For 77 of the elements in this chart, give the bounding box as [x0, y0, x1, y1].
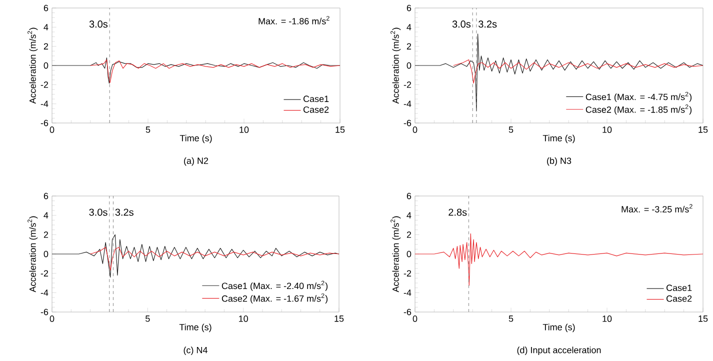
y-tick-label: -2 [40, 270, 48, 276]
x-axis-title: Time (s) [179, 324, 212, 332]
text: (b) N3 [547, 157, 572, 166]
x-tick-label: 5 [146, 126, 150, 133]
y-tick-label: 0 [44, 62, 48, 69]
x-tick-label: 15 [698, 316, 708, 322]
legend-label: Case1 [304, 96, 329, 102]
legend-label: Case2 [304, 106, 329, 113]
y-tick-label: -4 [40, 100, 48, 107]
y-tick-label: -2 [404, 82, 412, 88]
x-tick-label: 5 [508, 316, 514, 322]
y-tick-label: 6 [406, 4, 412, 12]
legend-label: Case2 (Max. = -1.85 m/s$^{2}$) [586, 104, 692, 115]
y-tick-label: 4 [44, 212, 48, 218]
annotation: Max. = -3.25 m/s$^{2}$ [622, 204, 692, 212]
line-series [453, 59, 704, 84]
ref-line-label: 3.0s [89, 208, 108, 216]
ref-line-label: 3.2s [115, 208, 134, 216]
y-tick-label: -4 [404, 290, 412, 296]
ref-line-label: 2.8s [448, 208, 467, 216]
y-tick-label: -6 [40, 120, 48, 126]
y-tick-label: 2 [44, 232, 48, 238]
x-tick-label: 15 [336, 126, 345, 133]
x-tick-label: 15 [334, 316, 344, 322]
x-axis-title: Time (s) [542, 134, 575, 144]
legend-label: Case2 [666, 295, 692, 302]
y-tick-label: 4 [44, 24, 48, 30]
x-axis-title: Time (s) [180, 134, 212, 144]
x-tick-label: 0 [50, 126, 54, 133]
x-tick-label: 10 [240, 126, 249, 133]
x-tick-label: 15 [698, 126, 708, 133]
x-tick-label: 0 [50, 316, 54, 322]
legend-label: Case1 (Max. = -4.75 m/s$^{2}$) [586, 92, 692, 102]
ref-line-label: 3.0s [89, 20, 108, 28]
y-tick-label: 6 [406, 192, 412, 200]
line-series [52, 234, 340, 278]
text: (c) N4 [184, 346, 208, 356]
y-tick-label: 2 [406, 43, 412, 50]
y-tick-label: -2 [404, 270, 412, 276]
y-tick-label: 6 [44, 192, 48, 200]
y-tick-label: -6 [404, 120, 412, 126]
y-axis-title: Acceleration (m/s$^{2}$) [28, 216, 38, 292]
x-tick-label: 10 [602, 126, 612, 133]
y-tick-label: -6 [40, 308, 48, 316]
x-tick-label: 5 [146, 316, 150, 322]
ref-line-label: 3.2s [478, 20, 497, 28]
y-axis-title: Acceleration (m/s$^{2}$) [28, 28, 38, 104]
y-axis-title: Acceleration (m/s$^{2}$) [390, 216, 401, 292]
y-tick-label: 6 [44, 4, 48, 12]
y-tick-label: 2 [44, 43, 48, 50]
x-axis-title: Time (s) [542, 324, 575, 332]
line-series [415, 233, 704, 286]
line-series [90, 59, 340, 84]
y-tick-label: 4 [406, 24, 412, 30]
y-tick-label: 0 [406, 62, 412, 69]
y-tick-label: -6 [404, 308, 412, 316]
y-axis-title: Acceleration (m/s$^{2}$) [390, 28, 401, 104]
y-tick-label: 2 [406, 232, 412, 238]
text: (d) Input acceleration [517, 346, 601, 356]
x-tick-label: 0 [412, 126, 418, 133]
ref-line-label: 3.0s [452, 20, 471, 28]
y-tick-label: 0 [406, 250, 412, 258]
y-tick-label: 0 [44, 250, 48, 258]
legend-label: Case1 (Max. = -2.40 m/s$^{2}$) [222, 280, 328, 291]
x-tick-label: 5 [508, 126, 514, 133]
y-tick-label: -2 [40, 82, 48, 88]
legend-label: Case1 [666, 284, 692, 292]
y-tick-label: 4 [406, 212, 412, 218]
line-series [90, 246, 340, 270]
annotation: Max. = -1.86 m/s$^{2}$ [258, 16, 330, 24]
text: (a) N2 [184, 157, 208, 166]
x-tick-label: 0 [412, 316, 418, 322]
x-tick-label: 10 [239, 316, 248, 322]
y-tick-label: -4 [404, 100, 412, 107]
legend-label: Case2 (Max. = -1.67 m/s$^{2}$) [222, 293, 328, 304]
y-tick-label: -4 [40, 290, 48, 296]
x-tick-label: 10 [602, 316, 612, 322]
